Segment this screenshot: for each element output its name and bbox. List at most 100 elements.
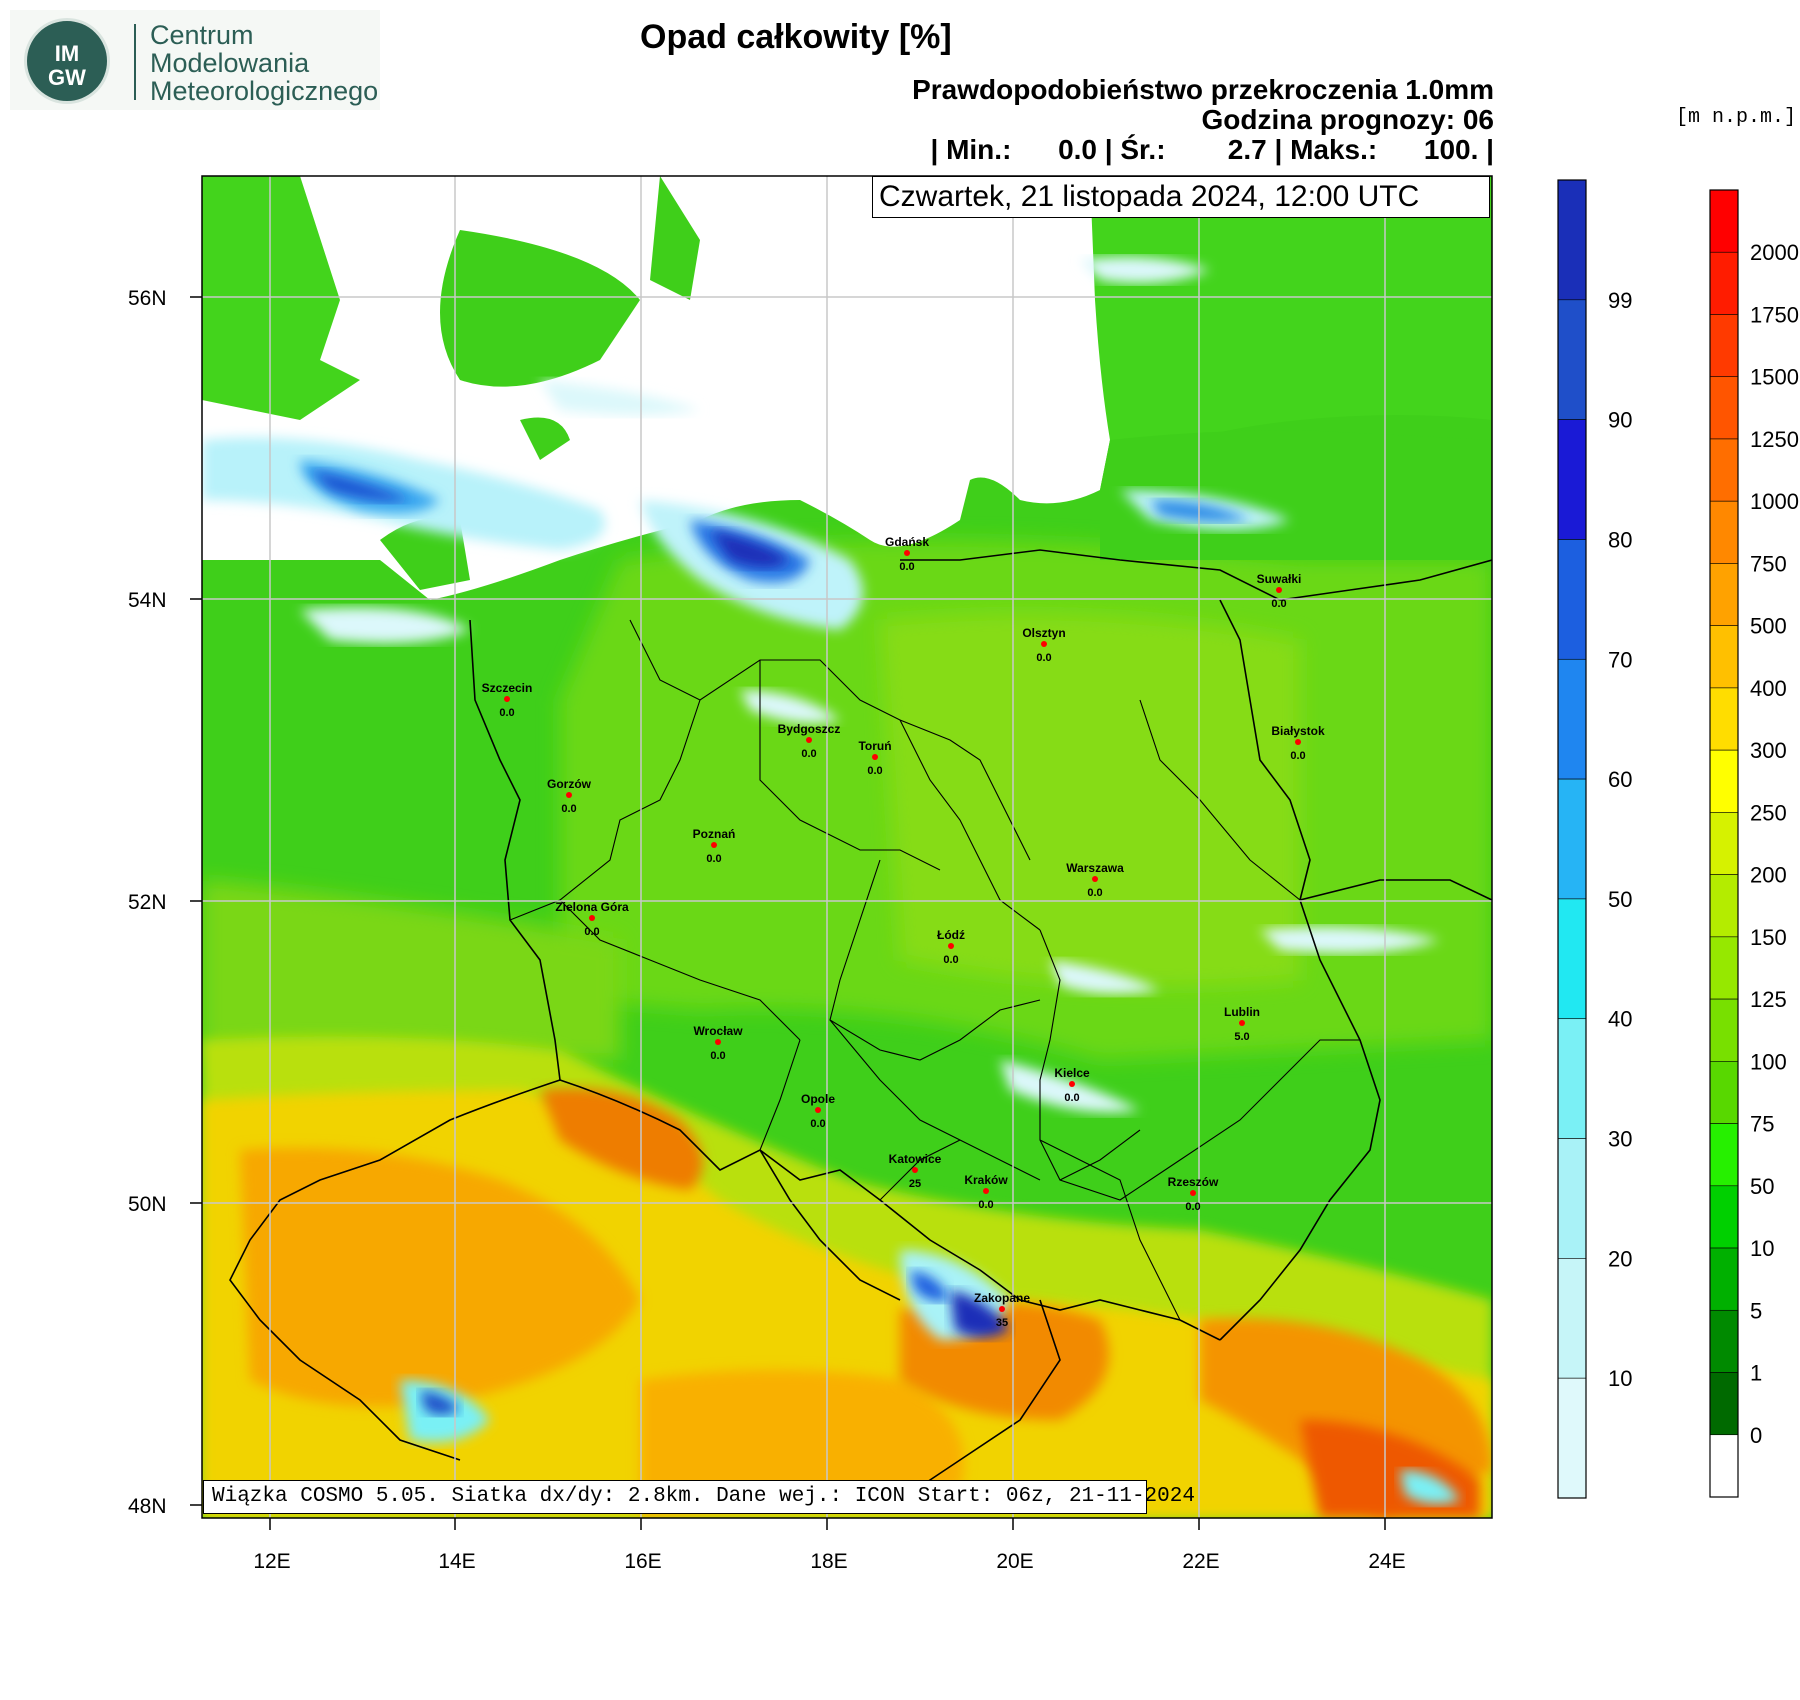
elevation-label: 500 bbox=[1750, 614, 1787, 639]
imgw-emblem: IM GW bbox=[24, 18, 110, 104]
elevation-label: 150 bbox=[1750, 925, 1787, 950]
city-dot bbox=[1239, 1020, 1245, 1026]
city-name: Toruń bbox=[858, 739, 891, 753]
city-marker: Białystok 0.0 bbox=[1271, 724, 1325, 762]
elevation-label: 200 bbox=[1750, 863, 1787, 888]
lon-label: 14E bbox=[438, 1550, 475, 1573]
lon-label: 12E bbox=[253, 1550, 290, 1573]
logo-line-2: Modelowania bbox=[150, 48, 310, 78]
probability-swatch bbox=[1557, 1018, 1587, 1139]
probability-label: 99 bbox=[1608, 288, 1632, 313]
logo-line-3: Meteorologicznego bbox=[150, 76, 379, 106]
city-dot bbox=[1069, 1081, 1075, 1087]
lon-label: 16E bbox=[624, 1550, 661, 1573]
elevation-colorbar: 2000175015001250100075050040030025020015… bbox=[1709, 189, 1799, 1498]
city-marker: Kielce 0.0 bbox=[1054, 1066, 1090, 1104]
probability-swatch bbox=[1557, 778, 1587, 900]
city-marker: Lublin 5.0 bbox=[1224, 1005, 1260, 1043]
probability-swatch bbox=[1557, 1377, 1587, 1499]
elevation-swatch bbox=[1709, 749, 1739, 813]
lat-label: 50N bbox=[128, 1193, 167, 1216]
logo-divider bbox=[134, 24, 136, 100]
probability-label: 50 bbox=[1608, 887, 1632, 912]
city-marker: Łódź 0.0 bbox=[937, 928, 965, 966]
elevation-swatch bbox=[1709, 314, 1739, 378]
elevation-label: 300 bbox=[1750, 738, 1787, 763]
city-value: 0.0 bbox=[978, 1199, 993, 1211]
city-value: 0.0 bbox=[899, 561, 914, 573]
probability-swatch bbox=[1557, 1138, 1587, 1259]
map-field bbox=[202, 176, 1492, 1518]
city-value: 0.0 bbox=[706, 853, 721, 865]
logo-line-1: Centrum bbox=[150, 20, 254, 50]
city-marker: Rzeszów 0.0 bbox=[1168, 1175, 1219, 1213]
probability-swatch bbox=[1557, 898, 1587, 1020]
elevation-label: 100 bbox=[1750, 1049, 1787, 1074]
city-dot bbox=[715, 1039, 721, 1045]
elevation-colorbar-frame bbox=[1709, 189, 1739, 1498]
city-name: Rzeszów bbox=[1168, 1175, 1219, 1189]
elevation-swatch bbox=[1709, 1185, 1739, 1249]
city-dot bbox=[1276, 587, 1282, 593]
elevation-swatch bbox=[1709, 1309, 1739, 1373]
probability-label: 70 bbox=[1608, 647, 1632, 672]
city-dot bbox=[566, 792, 572, 798]
city-name: Wrocław bbox=[693, 1024, 743, 1038]
city-marker: Poznań 0.0 bbox=[693, 827, 736, 865]
elevation-label: 125 bbox=[1750, 987, 1787, 1012]
city-value: 0.0 bbox=[710, 1050, 725, 1062]
lat-label: 54N bbox=[128, 589, 167, 612]
lat-labels: 56N 54N 52N 50N 48N bbox=[128, 287, 167, 1518]
city-marker: Olsztyn 0.0 bbox=[1022, 626, 1065, 664]
model-info: Wiązka COSMO 5.05. Siatka dx/dy: 2.8km. … bbox=[212, 1485, 1195, 1508]
city-marker: Katowice 25 bbox=[889, 1152, 942, 1190]
elevation-label: 2000 bbox=[1750, 240, 1799, 265]
city-marker: Opole 0.0 bbox=[801, 1092, 835, 1130]
graticule bbox=[202, 176, 1492, 1518]
lon-label: 18E bbox=[810, 1550, 847, 1573]
city-name: Olsztyn bbox=[1022, 626, 1065, 640]
valid-date: Czwartek, 21 listopada 2024, 12:00 UTC bbox=[879, 180, 1420, 213]
city-dot bbox=[983, 1188, 989, 1194]
city-value: 0.0 bbox=[1036, 652, 1051, 664]
city-name: Bydgoszcz bbox=[778, 722, 841, 736]
elevation-swatch bbox=[1709, 625, 1739, 689]
elevation-swatch bbox=[1709, 874, 1739, 938]
city-marker: Zakopane 35 bbox=[974, 1291, 1030, 1329]
forecast-hour: Godzina prognozy: 06 bbox=[1201, 104, 1494, 135]
city-name: Warszawa bbox=[1066, 861, 1124, 875]
city-marker: Warszawa 0.0 bbox=[1066, 861, 1124, 899]
stats-line: | Min.: 0.0 | Śr.: 2.7 | Maks.: 100. | bbox=[930, 134, 1494, 165]
city-marker: Szczecin 0.0 bbox=[482, 681, 533, 719]
probability-colorbar: 99 90 80 70 60 50 40 30 20 10 bbox=[1557, 179, 1632, 1499]
voivodeship-borders bbox=[509, 619, 1360, 1321]
probability-swatch bbox=[1557, 419, 1587, 540]
city-dot bbox=[912, 1167, 918, 1173]
probability-swatch bbox=[1557, 179, 1587, 301]
map-title: Opad całkowity [%] bbox=[640, 18, 952, 56]
city-name: Kielce bbox=[1054, 1066, 1090, 1080]
lon-label: 20E bbox=[996, 1550, 1033, 1573]
city-dot bbox=[1190, 1190, 1196, 1196]
city-value: 0.0 bbox=[1064, 1092, 1079, 1104]
city-dot bbox=[872, 754, 878, 760]
elevation-swatch bbox=[1709, 376, 1739, 440]
lon-label: 22E bbox=[1182, 1550, 1219, 1573]
probability-label: 30 bbox=[1608, 1127, 1632, 1152]
city-name: Opole bbox=[801, 1092, 835, 1106]
lat-label: 52N bbox=[128, 891, 167, 914]
elevation-label: 5 bbox=[1750, 1298, 1762, 1323]
city-name: Szczecin bbox=[482, 681, 533, 695]
city-value: 5.0 bbox=[1234, 1031, 1249, 1043]
lat-label: 56N bbox=[128, 287, 167, 310]
city-marker: Zielona Góra 0.0 bbox=[555, 900, 629, 938]
city-marker: Suwałki 0.0 bbox=[1257, 572, 1302, 610]
city-value: 0.0 bbox=[810, 1118, 825, 1130]
city-value: 0.0 bbox=[1271, 598, 1286, 610]
city-value: 0.0 bbox=[584, 926, 599, 938]
city-name: Zakopane bbox=[974, 1291, 1030, 1305]
elevation-label: 250 bbox=[1750, 800, 1787, 825]
city-dot bbox=[1295, 739, 1301, 745]
elevation-swatch bbox=[1709, 998, 1739, 1062]
elevation-label: 1500 bbox=[1750, 365, 1799, 390]
